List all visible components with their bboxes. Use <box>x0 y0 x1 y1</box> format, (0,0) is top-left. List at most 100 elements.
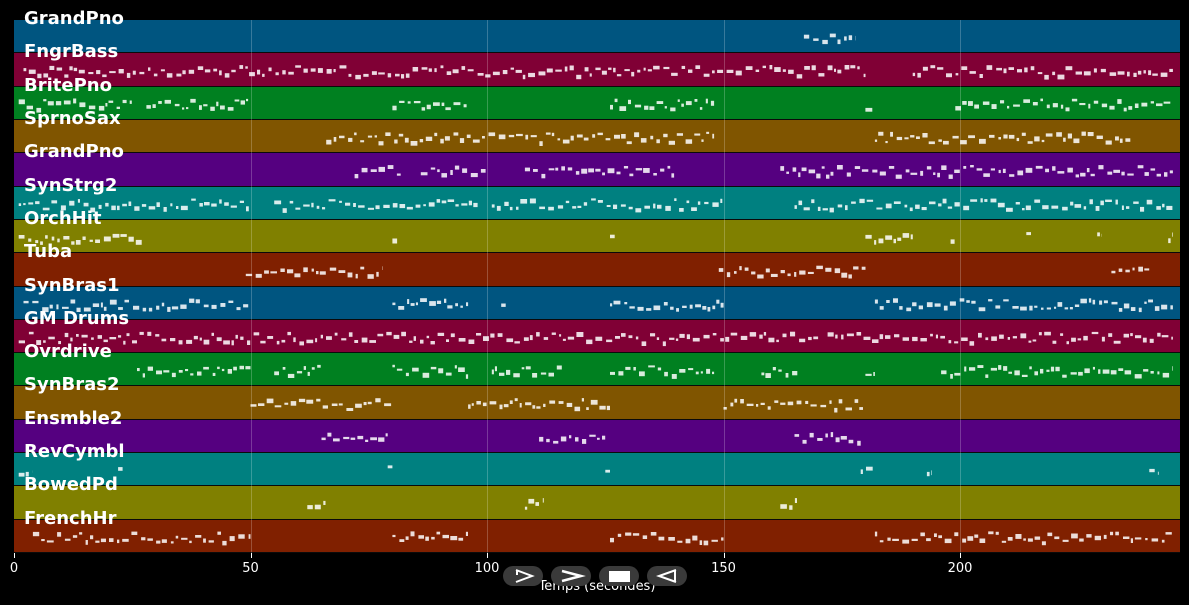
track-label: RevCymbl <box>24 441 125 463</box>
note-mark <box>1047 532 1053 537</box>
note-mark <box>70 299 76 304</box>
note-mark <box>1086 534 1092 538</box>
note-mark <box>677 99 680 102</box>
note-mark <box>1098 165 1104 170</box>
note-mark <box>142 373 145 378</box>
note-mark <box>734 271 737 274</box>
note-mark <box>1088 103 1091 109</box>
note-mark <box>834 407 838 413</box>
note-mark <box>969 367 976 371</box>
note-mark <box>835 334 838 339</box>
note-mark <box>421 107 426 111</box>
note-mark <box>341 338 347 341</box>
note-mark <box>109 538 114 542</box>
note-mark <box>1156 206 1161 210</box>
note-mark <box>886 300 890 303</box>
note-mark <box>963 205 970 211</box>
note-mark <box>219 199 222 204</box>
note-mark <box>665 205 671 211</box>
note-mark <box>465 531 468 536</box>
note-mark <box>56 67 63 71</box>
note-mark <box>219 70 222 76</box>
play-forward-button[interactable] <box>503 566 543 586</box>
note-mark <box>1103 300 1108 304</box>
note-mark <box>178 340 183 345</box>
note-mark <box>322 207 326 210</box>
note-mark <box>716 299 720 304</box>
note-mark <box>339 135 345 139</box>
note-mark <box>405 372 409 377</box>
note-mark <box>455 303 458 307</box>
note-mark <box>203 304 209 308</box>
note-mark <box>954 372 961 376</box>
note-mark <box>117 205 120 211</box>
note-mark <box>1025 205 1031 211</box>
note-mark <box>618 371 624 376</box>
note-mark <box>802 439 807 444</box>
note-mark <box>816 265 823 270</box>
note-mark <box>1029 366 1032 370</box>
note-mark <box>419 139 424 143</box>
note-mark <box>69 66 73 71</box>
note-mark <box>412 367 419 372</box>
track-lane <box>14 519 1180 553</box>
note-mark <box>1066 341 1069 345</box>
note-mark <box>36 107 42 113</box>
note-mark <box>306 399 314 404</box>
rewind-button[interactable] <box>647 566 687 586</box>
note-mark <box>311 367 315 370</box>
note-mark <box>885 235 893 240</box>
fast-forward-button[interactable] <box>551 566 591 586</box>
note-mark <box>405 536 409 540</box>
note-mark <box>629 173 634 177</box>
note-mark <box>602 172 605 176</box>
note-mark <box>446 339 449 342</box>
note-mark <box>546 438 550 443</box>
note-mark <box>434 132 438 137</box>
note-mark <box>583 202 588 206</box>
note-mark <box>706 131 710 134</box>
track-notes <box>245 265 1150 279</box>
note-mark <box>235 334 238 339</box>
note-mark <box>1050 366 1055 372</box>
note-mark <box>203 104 208 107</box>
note-mark <box>1057 171 1065 174</box>
note-mark <box>1046 369 1050 372</box>
note-mark <box>931 470 932 476</box>
note-mark <box>488 132 496 137</box>
note-mark <box>774 400 779 403</box>
note-mark <box>926 166 932 170</box>
note-mark <box>1151 538 1159 542</box>
note-mark <box>551 132 555 137</box>
note-mark <box>643 67 646 71</box>
note-mark <box>167 306 171 312</box>
track-lane <box>14 486 1180 520</box>
note-mark <box>592 134 596 138</box>
note-mark <box>557 205 564 209</box>
note-mark <box>346 408 354 411</box>
track-notes <box>250 398 863 413</box>
track-label: SynStrg2 <box>24 174 118 196</box>
note-mark <box>1115 199 1118 205</box>
note-mark <box>679 208 684 212</box>
note-mark <box>686 334 690 340</box>
note-mark <box>1032 102 1038 106</box>
note-mark <box>230 205 237 208</box>
note-mark <box>246 206 249 212</box>
note-mark <box>295 65 301 68</box>
note-mark <box>662 341 666 347</box>
note-mark <box>955 106 961 111</box>
note-mark <box>1015 534 1022 539</box>
note-mark <box>935 334 938 339</box>
note-mark <box>893 298 898 303</box>
note-mark <box>407 299 410 304</box>
note-mark <box>175 535 179 539</box>
note-mark <box>57 238 60 243</box>
note-mark <box>1168 238 1171 244</box>
note-mark <box>328 199 336 202</box>
x-tick-label: 100 <box>474 561 500 576</box>
note-mark <box>1054 306 1057 309</box>
stop-button[interactable] <box>599 566 639 586</box>
note-mark <box>664 371 668 377</box>
note-mark <box>691 207 697 211</box>
